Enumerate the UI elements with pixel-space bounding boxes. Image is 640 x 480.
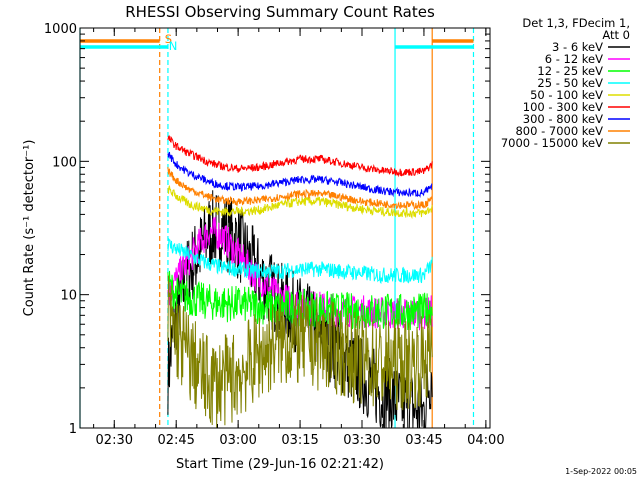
legend-label-8: 7000 - 15000 keV [501,136,603,150]
x-tick-label-1: 02:45 [157,433,194,448]
legend-label-5: 100 - 300 keV [523,100,603,114]
series-line-4 [167,185,433,220]
x-tick-label-6: 04:00 [467,433,504,448]
legend-header-line-1: Det 1,3, FDecim 1, [522,16,630,30]
legend-label-6: 300 - 800 keV [523,112,603,126]
x-tick-label-2: 03:00 [219,433,256,448]
series-line-6 [167,151,433,198]
legend-label-3: 25 - 50 keV [537,76,603,90]
y-tick-label-3: 1000 [44,22,77,37]
footer-date: 1-Sep-2022 00:05 [565,467,637,476]
series-line-2 [167,270,433,331]
x-tick-label-0: 02:30 [96,433,133,448]
y-tick-label-1: 10 [60,289,77,304]
legend-label-0: 3 - 6 keV [552,40,603,54]
coverage-bars: SN [80,32,474,53]
plot-frame [79,27,491,429]
legend-label-7: 800 - 7000 keV [515,124,603,138]
x-tick-label-5: 03:45 [405,433,442,448]
x-axis-label: Start Time (29-Jun-16 02:21:42) [176,457,384,472]
legend-label-4: 50 - 100 keV [530,88,603,102]
legend-header-line-2: Att 0 [602,28,630,42]
series-line-5 [167,134,433,178]
legend-label-1: 6 - 12 keV [545,52,603,66]
legend-label-2: 12 - 25 keV [537,64,603,78]
bar-label-1: N [169,39,178,53]
axes: 02:30 02:45 03:00 03:15 03:30 03:45 04:00 1 10 10… [44,22,505,448]
series-lines [167,134,433,429]
y-tick-label-2: 100 [52,155,77,170]
x-tick-label-3: 03:15 [281,433,318,448]
bar-label-0: S [165,32,172,46]
y-axis-label: Count Rate (s⁻¹ detector⁻¹) [22,140,37,317]
series-line-7 [167,166,433,211]
series-line-3 [167,237,433,285]
x-tick-label-4: 03:30 [343,433,380,448]
series-line-8 [167,275,433,429]
y-tick-label-0: 1 [69,422,77,437]
chart-title: RHESSI Observing Summary Count Rates [125,3,435,21]
